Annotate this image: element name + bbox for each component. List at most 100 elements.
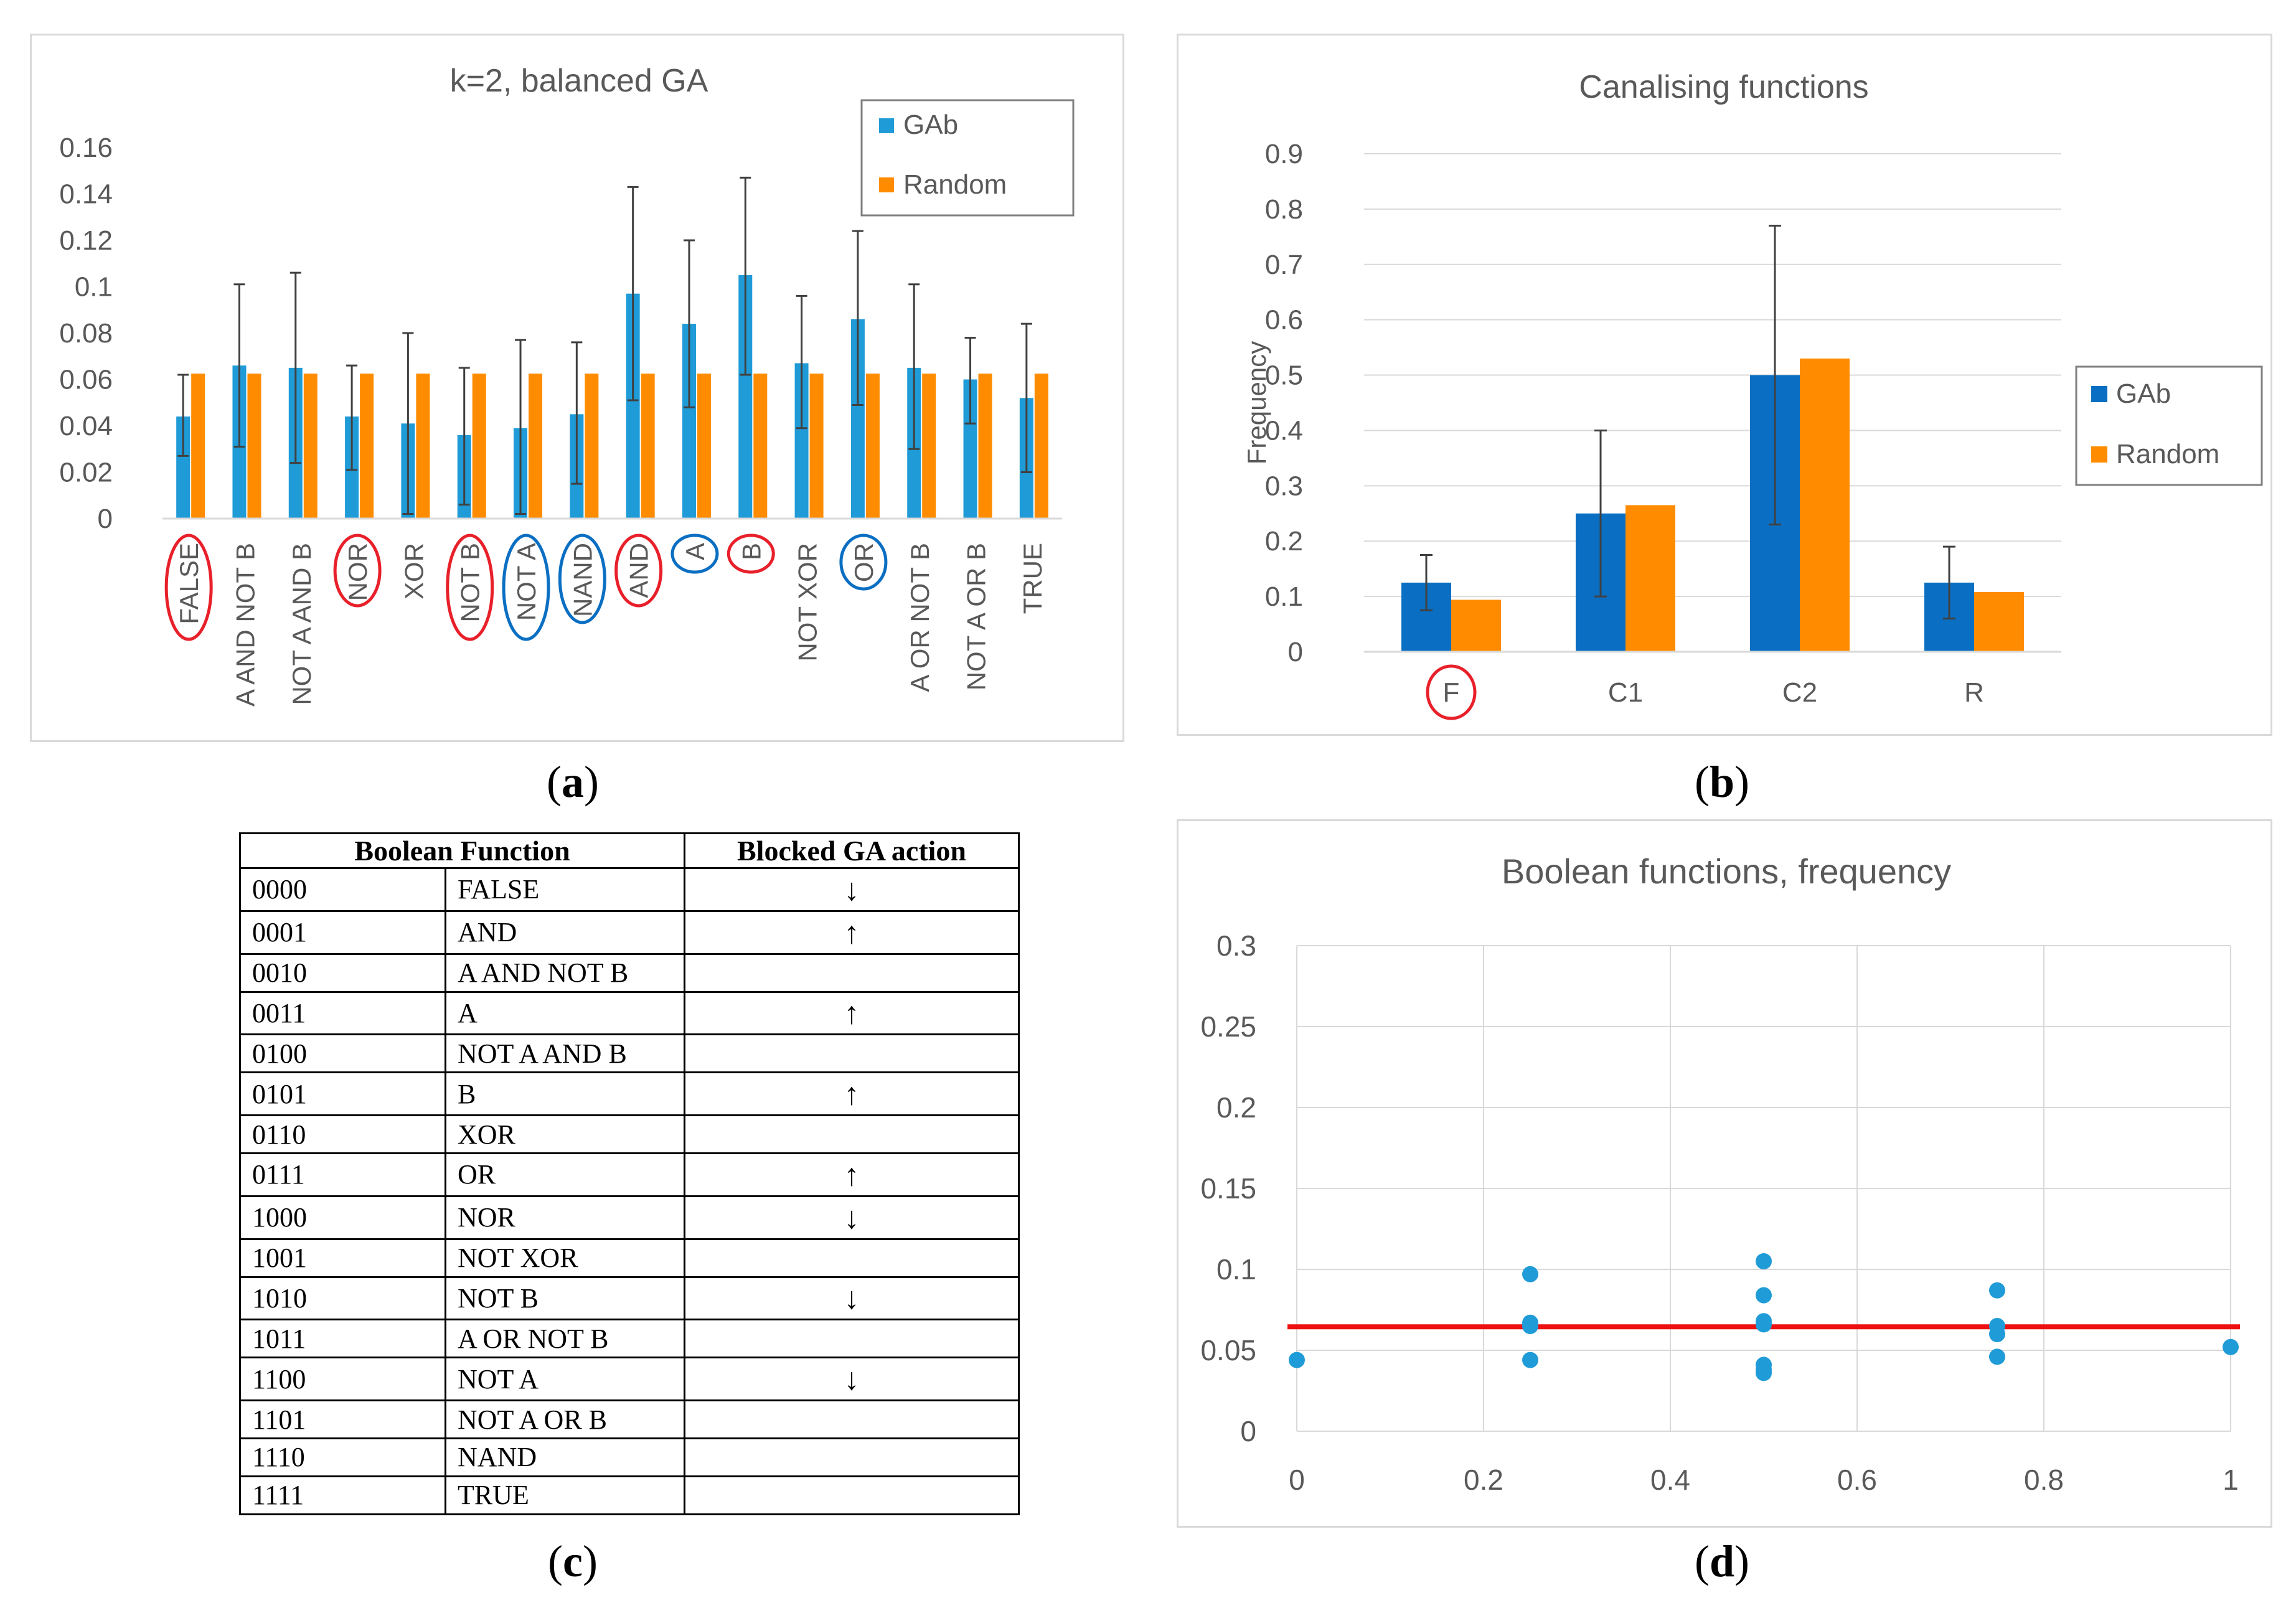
table-row: 1110 NAND [239, 1437, 1020, 1477]
bar-random [585, 374, 599, 519]
cell-code: 0011 [239, 990, 446, 1036]
cell-name: B [445, 1071, 685, 1117]
x-tick-label: B [736, 543, 766, 560]
scatter-point [1756, 1287, 1772, 1304]
table-row: 0101 B ↑ [239, 1071, 1020, 1117]
x-tick-label: 0.2 [1464, 1464, 1503, 1496]
cell-action [684, 952, 1020, 993]
bar-random [978, 374, 992, 519]
x-tick-label: A OR NOT B [905, 543, 934, 692]
cell-action: ↑ [684, 990, 1020, 1036]
x-tick-label: NOT B [456, 543, 485, 623]
table-row: 0011 A ↑ [239, 990, 1020, 1036]
bar-random [1034, 374, 1048, 519]
cell-code: 1011 [239, 1319, 446, 1359]
cell-name: XOR [445, 1114, 685, 1155]
cell-action: ↑ [684, 910, 1020, 955]
boolean-table: Boolean Function Blocked GA action 0000 F… [239, 832, 1020, 1516]
blue-highlight-ellipse [839, 534, 888, 591]
y-tick-label: 0.16 [59, 133, 113, 163]
cell-name: A AND NOT B [445, 952, 685, 993]
table-row: 1010 NOT B ↓ [239, 1276, 1020, 1321]
legend-box [860, 99, 1075, 217]
table-row: 1011 A OR NOT B [239, 1319, 1020, 1359]
cell-action [684, 1319, 1020, 1359]
table-header-row: Boolean Function Blocked GA action [239, 832, 1020, 869]
table-row: 0100 NOT A AND B [239, 1033, 1020, 1074]
legend-swatch-gab [2091, 386, 2107, 402]
bar-gab [794, 363, 809, 519]
x-tick-label: NOR [343, 543, 372, 601]
bar-random [641, 374, 655, 519]
bar-random [247, 374, 261, 519]
y-tick-label: 0.14 [59, 179, 113, 210]
table-row: 0010 A AND NOT B [239, 952, 1020, 993]
y-tick-label: 0.3 [1216, 929, 1256, 962]
y-tick-label: 0 [1240, 1415, 1256, 1447]
cell-code: 0000 [239, 867, 446, 912]
cell-action: ↑ [684, 1071, 1020, 1117]
cell-action: ↓ [684, 1195, 1020, 1240]
table-row: 1001 NOT XOR [239, 1238, 1020, 1278]
table-row: 0001 AND ↑ [239, 910, 1020, 955]
legend-label-random: Random [2116, 439, 2219, 469]
chart-a-svg: k=2, balanced GA 0 0.02 0.04 0.06 0.08 0.1 0.12… [59, 63, 1075, 707]
legend-label-gab: GAb [903, 110, 958, 140]
cell-name: NAND [445, 1437, 685, 1477]
cell-name: NOT A AND B [445, 1033, 685, 1074]
blue-highlight-ellipse [502, 534, 550, 641]
cell-code: 0001 [239, 910, 446, 955]
cell-code: 0101 [239, 1071, 446, 1117]
y-tick-label: 0.2 [1265, 526, 1303, 557]
scatter-point [1989, 1326, 2005, 1342]
cell-action [684, 1475, 1020, 1516]
bar-random [360, 374, 374, 519]
x-tick-label: TRUE [1018, 543, 1047, 614]
legend-swatch-random [879, 177, 894, 192]
x-tick-label: 0 [1289, 1464, 1305, 1496]
cell-code: 1100 [239, 1357, 446, 1402]
x-tick-label: F [1443, 677, 1460, 708]
cell-code: 1000 [239, 1195, 446, 1240]
red-highlight-ellipse [164, 534, 213, 641]
x-tick-label: FALSE [174, 543, 204, 624]
cell-name: NOR [445, 1195, 685, 1240]
cell-code: 1111 [239, 1475, 446, 1516]
y-tick-label: 0.1 [75, 272, 113, 303]
red-highlight-ellipse [446, 534, 494, 641]
x-tick-label: A [680, 543, 710, 560]
legend-label-random: Random [903, 169, 1007, 200]
chart-panel-d: Boolean functions, frequency 0 0.05 0.1 0.15… [1177, 819, 2272, 1528]
y-tick-label: 0.25 [1200, 1010, 1256, 1043]
table-row: 0000 FALSE ↓ [239, 867, 1020, 912]
blue-highlight-ellipse [670, 534, 719, 574]
y-tick-label: 0.5 [1265, 360, 1303, 391]
scatter-point [1989, 1282, 2005, 1299]
bar-random [1451, 600, 1501, 652]
cell-code: 1010 [239, 1276, 446, 1321]
x-tick-label: NAND [568, 543, 597, 617]
table-row: 0111 OR ↑ [239, 1152, 1020, 1197]
x-tick-label: 1 [2223, 1464, 2239, 1496]
x-tick-label: C2 [1782, 677, 1817, 708]
y-tick-label: 0.7 [1265, 250, 1303, 280]
cell-code: 1101 [239, 1399, 446, 1440]
y-tick-label: 0.04 [59, 411, 113, 441]
cell-name: OR [445, 1152, 685, 1197]
caption-d: (d) [1694, 1536, 1749, 1586]
bar-gab [963, 379, 977, 519]
y-tick-label: 0.2 [1216, 1091, 1256, 1124]
bar-gab [682, 324, 696, 519]
header-blocked-ga-action: Blocked GA action [684, 832, 1020, 869]
legend-swatch-gab [879, 118, 894, 133]
chart-d-svg: Boolean functions, frequency 0 0.05 0.1 0.15… [1200, 852, 2240, 1496]
cell-name: NOT B [445, 1276, 685, 1321]
scatter-point [1756, 1253, 1772, 1269]
table-row: 1100 NOT A ↓ [239, 1357, 1020, 1402]
cell-name: NOT A [445, 1357, 685, 1402]
x-tick-label: NOT A [512, 543, 541, 621]
red-highlight-ellipse [333, 534, 382, 608]
cell-code: 0111 [239, 1152, 446, 1197]
cell-action: ↓ [684, 867, 1020, 912]
y-tick-label: 0.12 [59, 225, 113, 256]
